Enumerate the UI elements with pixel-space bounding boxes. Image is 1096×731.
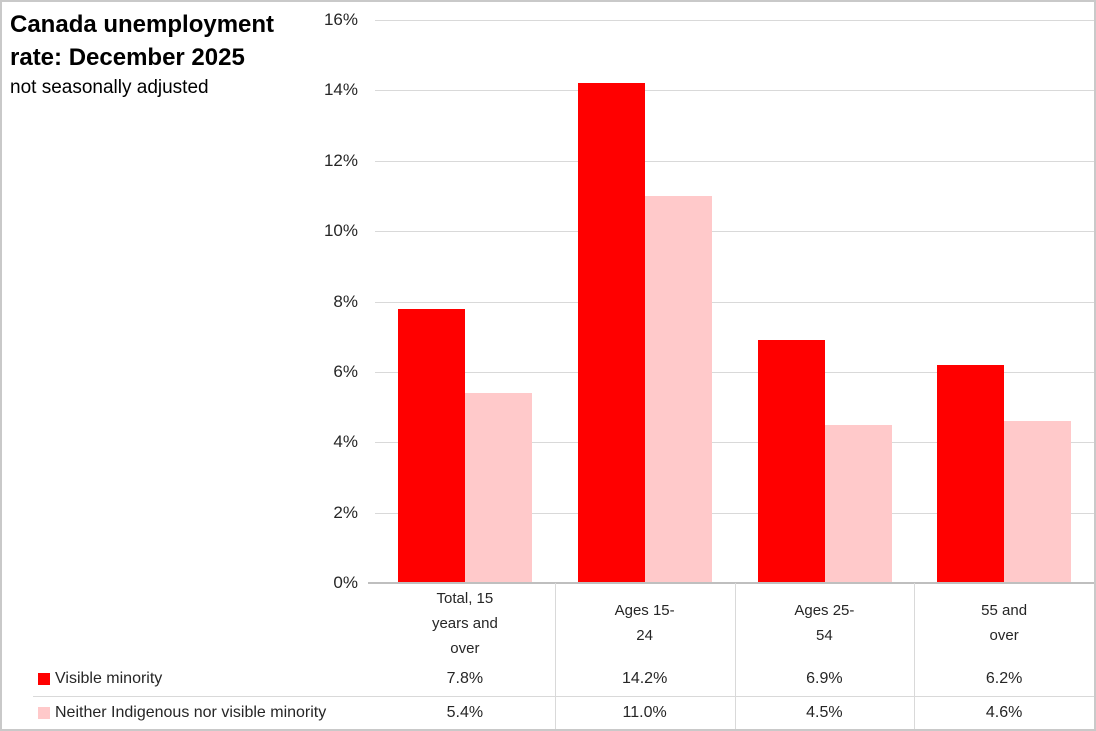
category-label-3: 55 and over — [981, 602, 1028, 644]
legend-label: Neither Indigenous nor visible minority — [55, 703, 327, 721]
category-label-0: Total, 15 years and over — [431, 589, 498, 657]
gridline — [375, 90, 1094, 92]
gridline — [375, 20, 1094, 21]
legend-label: Visible minority — [55, 669, 163, 687]
table-column-separator — [914, 583, 916, 729]
bar-visible-minority-3 — [937, 364, 1005, 583]
y-axis-tick-label: 10% — [323, 221, 358, 241]
y-axis-tick-label: 0% — [333, 573, 358, 592]
gridline — [375, 160, 1094, 162]
bar-visible-minority-2 — [757, 340, 825, 583]
bar-neither-0 — [465, 392, 532, 583]
table-value-neither-3: 4.6% — [985, 703, 1023, 721]
table-column-separator — [734, 583, 736, 729]
chart-title-block: Canada unemployment rate: December 2025 … — [10, 8, 340, 102]
table-value-neither-1: 11.0% — [622, 703, 667, 721]
bar-neither-1 — [644, 195, 712, 583]
chart-title-line-2: rate: December 2025 — [10, 44, 245, 71]
table-column-separator — [554, 583, 556, 729]
table-value-visible-minority-3: 6.2% — [985, 669, 1023, 687]
legend-item-visible-minority: Visible minority — [38, 661, 162, 696]
y-axis-tick-label: 14% — [323, 80, 358, 100]
legend-item-neither: Neither Indigenous nor visible minority — [38, 697, 326, 728]
gridline — [375, 442, 1094, 444]
table-value-neither-2: 4.5% — [806, 703, 843, 721]
bar-visible-minority-1 — [577, 83, 645, 583]
legend-swatch-pink-icon — [38, 706, 50, 719]
table-value-visible-minority-2: 6.9% — [806, 669, 843, 687]
category-label-2: Ages 25- 54 — [794, 602, 855, 644]
table-row-separator — [33, 696, 1094, 697]
chart-title-line-1: Canada unemployment — [10, 11, 275, 38]
y-axis-tick-label: 4% — [333, 432, 358, 452]
bar-visible-minority-0 — [398, 308, 465, 583]
gridline — [375, 512, 1094, 514]
gridline — [375, 301, 1094, 303]
chart-subtitle: not seasonally adjusted — [10, 77, 209, 98]
y-axis-tick-label: 8% — [333, 291, 358, 311]
table-value-visible-minority-0: 7.8% — [446, 669, 484, 687]
bar-neither-3 — [1004, 421, 1072, 583]
y-axis-tick-label: 2% — [333, 502, 358, 522]
y-axis-tick-label: 6% — [333, 361, 358, 381]
gridline — [375, 231, 1094, 233]
y-axis-tick-label: 12% — [323, 150, 358, 170]
x-axis-line — [368, 582, 1094, 584]
gridline — [375, 371, 1094, 373]
legend-swatch-red-icon — [38, 672, 50, 685]
table-value-visible-minority-1: 14.2% — [621, 669, 668, 687]
y-axis-tick-label: 16% — [323, 10, 358, 29]
category-label-1: Ages 15- 24 — [614, 602, 675, 644]
bar-neither-2 — [824, 424, 892, 583]
table-value-neither-0: 5.4% — [446, 703, 484, 721]
